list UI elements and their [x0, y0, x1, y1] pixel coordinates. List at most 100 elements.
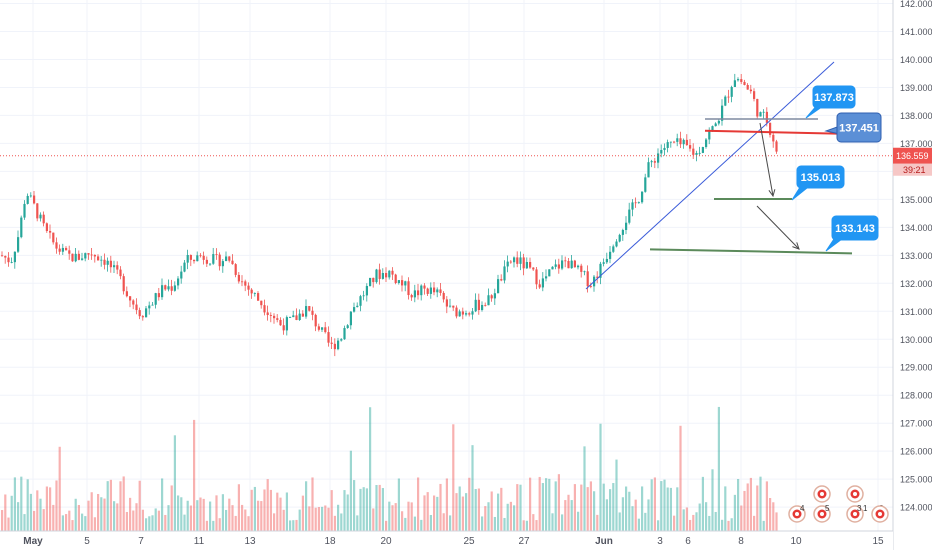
candle [660, 144, 663, 158]
candle [87, 253, 90, 260]
candle-body [282, 325, 285, 331]
candle-body [173, 285, 176, 291]
candle-body [733, 80, 736, 87]
candle [29, 192, 32, 198]
callout-137873[interactable]: 137.873 [805, 85, 856, 119]
price-axis[interactable]: 124.000 125.000 126.000 127.000 128.000 129.0… [892, 0, 932, 550]
candle-body [333, 343, 336, 350]
candle [209, 263, 212, 266]
candle-body [618, 234, 621, 242]
time-axis[interactable]: May 5 7 11 13 18 20 25 27 Jun 3 6 8 10 15 [0, 530, 893, 550]
volume-bar [193, 419, 196, 531]
trendline[interactable] [585, 61, 835, 290]
volume-bar [525, 520, 528, 531]
candle-body [97, 256, 100, 261]
volume-bar [410, 502, 413, 531]
candle-body [202, 255, 205, 260]
candle [497, 274, 500, 294]
volume-bar [167, 505, 170, 531]
event-marker[interactable] [846, 485, 864, 503]
volume-bar [551, 513, 554, 531]
volume-bar [237, 484, 240, 531]
candle-body [221, 261, 224, 267]
event-marker[interactable] [813, 505, 831, 523]
volume-bar [385, 520, 388, 531]
candle-body [641, 191, 644, 203]
price-axis-bg [893, 0, 932, 550]
candle-body [55, 242, 58, 249]
volume-bar [33, 510, 36, 531]
callout-137451[interactable]: 137.451 [824, 112, 882, 143]
candle [55, 237, 58, 254]
arrow-2[interactable] [756, 205, 800, 250]
volume-bar [49, 487, 52, 531]
volume-bar [401, 511, 404, 531]
candle-body [442, 292, 445, 300]
event-marker[interactable] [871, 505, 889, 523]
candle [167, 279, 170, 292]
volume-bar [263, 489, 266, 531]
time-tick-label: 25 [463, 536, 475, 547]
candle [685, 134, 688, 146]
time-tick-label: 7 [138, 536, 144, 547]
price-tick-label: 134.000 [900, 223, 932, 233]
event-marker[interactable] [846, 505, 864, 523]
level-line-133143[interactable] [649, 248, 853, 255]
candle [71, 253, 74, 262]
event-markers[interactable]: 45312 [788, 485, 889, 523]
volume-bar [372, 508, 375, 531]
volume-bar [769, 498, 772, 531]
price-tick-label: 135.000 [900, 195, 932, 205]
volume-bar [775, 512, 778, 531]
volume-bar [484, 506, 487, 531]
candle-body [490, 295, 493, 299]
candle [433, 281, 436, 296]
candle [628, 202, 631, 225]
volume-bar [737, 479, 740, 531]
volume-bar [135, 503, 138, 531]
candle-body [391, 270, 394, 275]
candle-body [727, 96, 730, 98]
volume-bar [125, 511, 128, 531]
volume-bar [397, 478, 400, 531]
candle [637, 201, 640, 204]
candle [538, 279, 541, 289]
volume-bar [109, 479, 112, 531]
drawings[interactable]: 137.873 137.451 135.013 133.143 [0, 61, 893, 290]
candle-body [84, 253, 87, 259]
candle-body [103, 259, 106, 265]
callout-135013[interactable]: 135.013 [791, 165, 845, 201]
candle-body [487, 295, 490, 306]
price-tick-label: 132.000 [900, 279, 932, 289]
candle-body [61, 247, 64, 252]
candle-body [113, 265, 116, 268]
candle [49, 224, 52, 239]
candle [116, 261, 119, 275]
candle-body [436, 289, 439, 293]
price-tick-label: 131.000 [900, 307, 932, 317]
arrow-1[interactable] [759, 122, 776, 198]
candle [724, 95, 727, 107]
level-line-137451[interactable] [704, 129, 843, 135]
event-marker[interactable] [813, 485, 831, 503]
candle [509, 260, 512, 264]
candle [269, 312, 272, 323]
event-marker[interactable] [788, 505, 806, 523]
candle [241, 275, 244, 287]
volume-bar [765, 481, 768, 531]
volume-bar [87, 500, 90, 531]
candle-body [263, 305, 266, 313]
volume-bar [609, 489, 612, 531]
candle [225, 251, 228, 262]
volume-bar [522, 520, 525, 531]
volume-bar [276, 492, 279, 531]
volume-bar [589, 481, 592, 531]
callout-133143[interactable]: 133.143 [825, 215, 879, 252]
candle [461, 307, 464, 320]
candle-body [765, 111, 768, 123]
volume-bar [388, 501, 391, 531]
volume-bar [330, 490, 333, 531]
candle-body [26, 195, 29, 204]
